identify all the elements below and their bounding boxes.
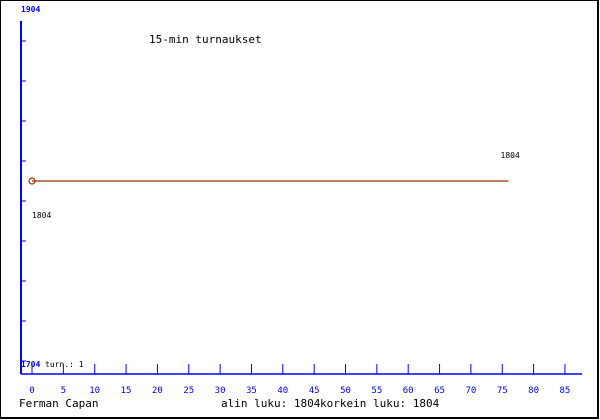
- author-name: Ferman Capan: [19, 397, 98, 410]
- x-tick-label: 25: [183, 386, 194, 396]
- x-tick-label: 30: [215, 386, 226, 396]
- y-max-label: 1904: [21, 5, 40, 14]
- x-tick-label: 35: [246, 386, 257, 396]
- min-value-label: alin luku: 1804: [221, 397, 321, 410]
- x-tick-label: 0: [29, 386, 34, 396]
- data-point: [28, 177, 36, 185]
- x-tick-label: 60: [403, 386, 414, 396]
- data-label: 1804: [501, 151, 520, 160]
- x-tick-label: 20: [152, 386, 163, 396]
- max-value-label: korkein luku: 1804: [320, 397, 440, 410]
- y-min-label: 1704: [21, 360, 40, 369]
- x-tick-label: 45: [309, 386, 320, 396]
- x-tick-label: 10: [89, 386, 100, 396]
- x-tick-label: 65: [434, 386, 445, 396]
- x-tick-label: 50: [340, 386, 351, 396]
- x-tick-label: 85: [560, 386, 571, 396]
- x-tick-label: 75: [497, 386, 508, 396]
- x-tick-label: 15: [121, 386, 132, 396]
- chart-title: 15-min turnaukset: [149, 33, 262, 46]
- turn-label: turn.: 1: [45, 360, 84, 369]
- x-tick-label: 70: [465, 386, 476, 396]
- x-tick-label: 80: [528, 386, 539, 396]
- data-label: 1804: [32, 211, 51, 220]
- x-tick-label: 40: [277, 386, 288, 396]
- x-tick-label: 55: [371, 386, 382, 396]
- x-tick-label: 5: [61, 386, 66, 396]
